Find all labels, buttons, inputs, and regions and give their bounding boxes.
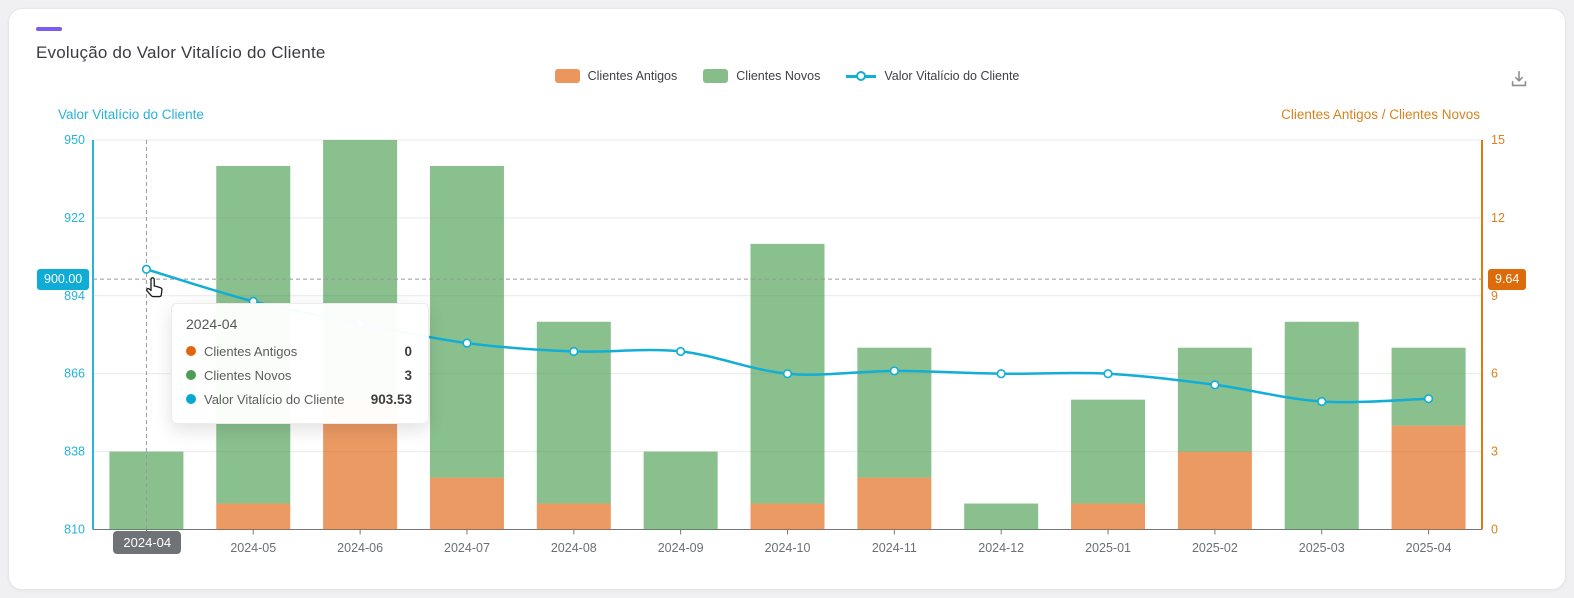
axis-pointer-label-left: 900.00 — [37, 268, 90, 290]
legend-label: Valor Vitalício do Cliente — [884, 69, 1020, 83]
line-series-point[interactable] — [462, 338, 472, 348]
right-axis-tick-label: 6 — [1491, 367, 1498, 381]
right-axis-title: Clientes Antigos / Clientes Novos — [1281, 107, 1480, 122]
tooltip-title: 2024-04 — [186, 316, 238, 332]
left-axis-title: Valor Vitalício do Cliente — [58, 107, 204, 122]
tooltip-rows: Clientes Antigos 0 Clientes Novos 3 Valor Vi… — [186, 339, 412, 411]
x-axis-label: 2024-11 — [872, 541, 917, 555]
line-series-point[interactable] — [996, 369, 1006, 379]
download-button[interactable] — [1505, 65, 1533, 93]
bar-segment-clientes-antigos[interactable] — [216, 503, 291, 530]
tooltip-row: Clientes Novos 3 — [186, 363, 412, 387]
bar-segment-clientes-antigos[interactable] — [1177, 451, 1252, 530]
right-axis-tick-label: 3 — [1491, 445, 1498, 459]
download-icon — [1511, 70, 1527, 87]
x-axis-label: 2025-03 — [1299, 541, 1345, 555]
bar-segment-clientes-antigos[interactable] — [1071, 503, 1146, 530]
right-axis-tick-label: 9 — [1491, 289, 1498, 303]
chart-legend: Clientes Antigos Clientes Novos Valor Vita… — [9, 65, 1565, 87]
tooltip-row: Valor Vitalício do Cliente 903.53 — [186, 387, 412, 411]
mouse-cursor-hand-icon — [146, 277, 163, 298]
legend-line-marker-icon — [846, 69, 877, 83]
left-axis-tick-label: 950 — [64, 133, 85, 147]
legend-swatch-icon — [703, 69, 729, 83]
line-series-point[interactable] — [1317, 396, 1327, 407]
tooltip-series-dot-icon — [186, 346, 196, 356]
bar-segment-clientes-antigos[interactable] — [429, 477, 504, 530]
card-accent-bar — [36, 27, 62, 31]
right-axis-tick-label: 15 — [1491, 133, 1505, 147]
chart-card: Evolução do Valor Vitalício do Cliente C… — [8, 8, 1566, 590]
tooltip-series-label: Clientes Novos — [204, 367, 292, 383]
x-axis-label: 2024-07 — [444, 541, 490, 555]
line-series-point[interactable] — [141, 264, 152, 274]
line-series-point[interactable] — [569, 346, 579, 357]
bar-segment-clientes-antigos[interactable] — [1391, 425, 1466, 530]
line-series-point[interactable] — [1103, 369, 1113, 379]
bar-segment-clientes-novos[interactable] — [1177, 347, 1252, 452]
line-series-point[interactable] — [1210, 380, 1220, 390]
bar-segment-clientes-novos[interactable] — [1071, 399, 1146, 504]
legend-swatch-icon — [554, 69, 580, 83]
x-axis-label: 2025-04 — [1406, 541, 1452, 555]
legend-item-3[interactable]: Valor Vitalício do Cliente — [846, 69, 1019, 83]
legend-label: Clientes Novos — [736, 69, 821, 83]
bar-segment-clientes-novos[interactable] — [429, 165, 504, 478]
bar-segment-clientes-antigos[interactable] — [536, 503, 611, 530]
chart-title: Evolução do Valor Vitalício do Cliente — [36, 43, 326, 62]
x-axis-label: 2024-10 — [765, 541, 811, 555]
tooltip-series-value: 0 — [404, 343, 412, 359]
left-axis-tick-label: 838 — [64, 445, 85, 459]
x-axis-label: 2025-02 — [1192, 541, 1238, 555]
legend-item-2[interactable]: Clientes Novos — [703, 69, 820, 83]
tooltip-series-label: Valor Vitalício do Cliente — [204, 391, 345, 407]
tooltip-series-value: 3 — [404, 367, 412, 383]
axis-pointer-label-x: 2024-04 — [113, 531, 182, 554]
chart-tooltip: 2024-04 Clientes Antigos 0 Clientes Novos 3… — [171, 303, 429, 424]
tooltip-series-value: 903.53 — [370, 391, 412, 407]
x-axis-label: 2024-12 — [978, 541, 1024, 555]
tooltip-row: Clientes Antigos 0 — [186, 339, 412, 363]
axis-pointer-label-right: 9.64 — [1488, 268, 1527, 290]
legend-label: Clientes Antigos — [587, 69, 678, 83]
tooltip-series-dot-icon — [186, 370, 196, 380]
line-series-point[interactable] — [676, 346, 686, 357]
chart-canvas[interactable]: 2024-04 2024-05 2024-06 2024-07 2024-08 2024-… — [9, 9, 1566, 590]
x-axis-label: 2024-06 — [337, 541, 383, 555]
x-axis-label: 2024-09 — [658, 541, 704, 555]
tooltip-series-label: Clientes Antigos — [204, 343, 298, 359]
line-series-point[interactable] — [782, 369, 793, 379]
left-axis-tick-label: 922 — [64, 211, 85, 225]
left-axis-tick-label: 810 — [64, 523, 85, 537]
bar-segment-clientes-novos[interactable] — [1284, 321, 1359, 530]
right-axis-tick-label: 12 — [1491, 211, 1505, 225]
right-axis-tick-label: 0 — [1491, 523, 1498, 537]
line-series-point[interactable] — [889, 366, 899, 376]
bar-segment-clientes-antigos[interactable] — [857, 477, 932, 530]
x-axis-label: 2024-08 — [551, 541, 597, 555]
left-axis-tick-label: 894 — [64, 289, 85, 303]
bar-segment-clientes-novos[interactable] — [643, 451, 718, 530]
bar-segment-clientes-novos[interactable] — [964, 503, 1039, 530]
bar-segment-clientes-antigos[interactable] — [750, 503, 825, 530]
bar-segment-clientes-novos[interactable] — [1391, 347, 1466, 426]
x-axis-label: 2025-01 — [1085, 541, 1131, 555]
line-series-point[interactable] — [1423, 394, 1434, 404]
x-axis-label: 2024-05 — [230, 541, 276, 555]
tooltip-series-dot-icon — [186, 394, 196, 404]
left-axis-tick-label: 866 — [64, 367, 85, 381]
legend-item-1[interactable]: Clientes Antigos — [554, 69, 678, 83]
